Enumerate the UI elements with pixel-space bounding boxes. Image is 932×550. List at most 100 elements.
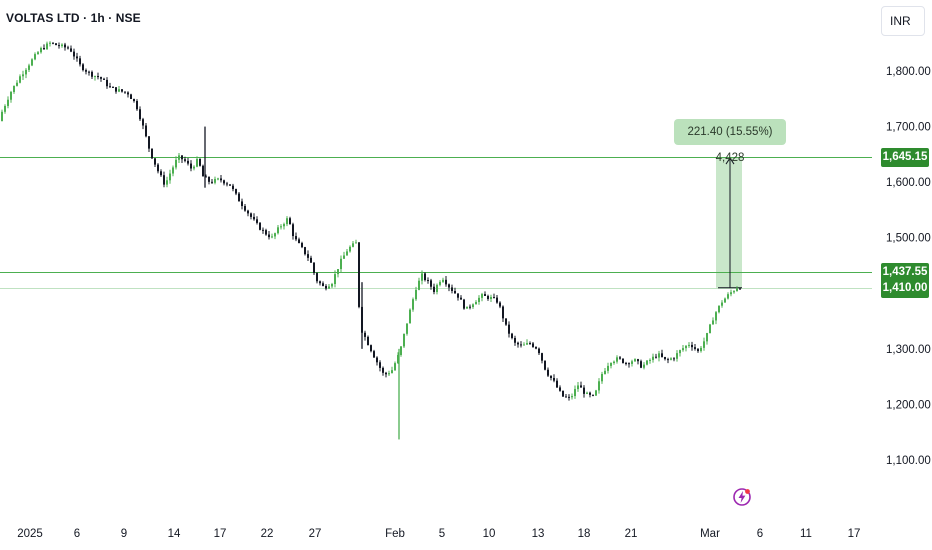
candle-body xyxy=(598,381,600,391)
candle-body xyxy=(706,333,708,342)
candle-body xyxy=(184,159,186,161)
y-tick-label: 1,500.00 xyxy=(886,233,931,245)
candle-body xyxy=(610,363,612,366)
measure-tool[interactable] xyxy=(716,157,742,289)
candle-body xyxy=(265,230,267,235)
candle-body xyxy=(172,167,174,174)
candle-body xyxy=(352,243,354,247)
candle-body xyxy=(367,336,369,346)
candle-body xyxy=(109,86,111,88)
x-tick-label: 6 xyxy=(74,528,80,540)
candle-body xyxy=(676,353,678,359)
candle-body xyxy=(562,390,564,397)
candle-body xyxy=(277,227,279,234)
candle-body xyxy=(574,389,576,397)
candle-body xyxy=(28,65,30,70)
candle-body xyxy=(193,166,195,169)
candle-body xyxy=(211,181,213,183)
candle-body xyxy=(613,361,615,364)
candle-body xyxy=(121,89,123,92)
candle-body xyxy=(715,312,717,321)
candle-body xyxy=(691,344,693,348)
x-tick-label: Mar xyxy=(700,528,720,540)
candle-body xyxy=(412,299,414,310)
candle-body xyxy=(532,343,534,347)
candle-body xyxy=(607,365,609,371)
candle-body xyxy=(61,44,63,47)
candle-body xyxy=(496,297,498,303)
candle-body xyxy=(592,394,594,396)
candle-body xyxy=(178,155,180,160)
candle-body xyxy=(709,324,711,334)
candle-body xyxy=(730,292,732,295)
candle-body xyxy=(322,283,324,286)
candle-body xyxy=(520,344,522,346)
lightning-alert-icon[interactable] xyxy=(732,487,752,507)
candle-body xyxy=(76,56,78,59)
candle-body xyxy=(343,255,345,259)
candle-body xyxy=(535,346,537,349)
candle-body xyxy=(220,178,222,181)
price-axis[interactable]: 1,800.00 1,700.00 1,600.00 1,500.00 1,300.00… xyxy=(886,66,931,467)
candle-body xyxy=(490,297,492,299)
candle-body xyxy=(301,243,303,248)
candle-body xyxy=(283,224,285,227)
x-tick-label: 14 xyxy=(168,528,181,540)
candle-body xyxy=(385,372,387,375)
candle-body xyxy=(154,158,156,165)
x-tick-label: 27 xyxy=(309,528,322,540)
candle-body xyxy=(22,74,24,77)
candle-body xyxy=(553,377,555,381)
candle-body xyxy=(727,294,729,299)
measure-arrow-head xyxy=(725,157,735,165)
candle-body xyxy=(73,51,75,57)
candle-body xyxy=(199,158,201,166)
candle-body xyxy=(55,43,57,46)
candle-body xyxy=(652,356,654,360)
candle-body xyxy=(79,58,81,65)
candle-body xyxy=(442,279,444,282)
candlestick-series xyxy=(1,41,741,440)
price-badge-1645: 1,645.15 xyxy=(881,147,929,167)
candle-body xyxy=(622,358,624,363)
candle-body xyxy=(388,373,390,375)
candle-body xyxy=(181,155,183,160)
candle-body xyxy=(124,91,126,93)
candle-body xyxy=(103,78,105,80)
candle-body xyxy=(118,89,120,92)
candle-body xyxy=(190,163,192,169)
candle-body xyxy=(295,236,297,240)
candle-body xyxy=(580,385,582,388)
candle-body xyxy=(631,361,633,364)
x-tick-label: 2025 xyxy=(17,528,43,540)
candle-body xyxy=(454,290,456,294)
candle-body xyxy=(460,297,462,300)
x-tick-label: 9 xyxy=(121,528,127,540)
candle-body xyxy=(310,257,312,263)
candle-body xyxy=(325,285,327,289)
candle-body xyxy=(478,297,480,303)
candle-body xyxy=(649,359,651,361)
candle-body xyxy=(739,288,741,290)
time-axis[interactable]: 2025 6 9 14 17 22 27 Feb 5 10 13 18 21 Mar 6 11 17 xyxy=(17,528,860,540)
candle-body xyxy=(262,229,264,231)
candle-body xyxy=(472,304,474,308)
x-tick-label: 10 xyxy=(483,528,496,540)
candle-body xyxy=(112,86,114,88)
candle-body xyxy=(151,148,153,159)
candle-body xyxy=(538,348,540,354)
currency-button[interactable]: INR xyxy=(881,6,925,36)
y-tick-label: 1,300.00 xyxy=(886,344,931,356)
candle-body xyxy=(43,48,45,50)
y-tick-label: 1,800.00 xyxy=(886,66,931,78)
candle-body xyxy=(139,109,141,120)
candle-body xyxy=(589,392,591,395)
candle-body xyxy=(616,357,618,362)
candle-body xyxy=(436,284,438,292)
candle-body xyxy=(205,176,207,178)
candle-body xyxy=(661,353,663,357)
candle-body xyxy=(271,236,273,238)
candle-body xyxy=(484,294,486,296)
